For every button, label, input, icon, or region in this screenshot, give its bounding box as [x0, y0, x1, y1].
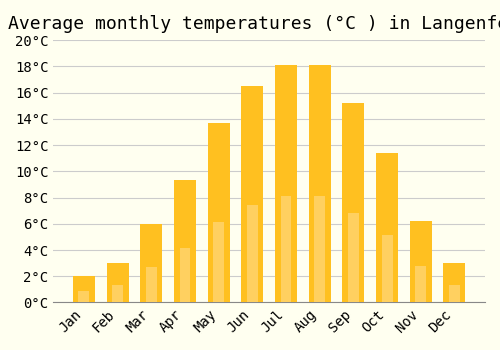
Bar — [376, 153, 398, 302]
Bar — [382, 235, 392, 302]
Bar — [242, 86, 264, 302]
Bar — [247, 205, 258, 302]
Bar — [410, 221, 432, 302]
Bar — [73, 276, 95, 302]
Title: Average monthly temperatures (°C ) in Langenfeld: Average monthly temperatures (°C ) in La… — [8, 15, 500, 33]
Bar — [444, 263, 466, 302]
Bar — [213, 222, 224, 302]
Bar — [449, 285, 460, 302]
Bar — [416, 266, 426, 302]
Bar — [106, 263, 128, 302]
Bar — [112, 285, 123, 302]
Bar — [309, 65, 330, 302]
Bar — [348, 213, 359, 302]
Bar — [275, 65, 297, 302]
Bar — [78, 290, 90, 302]
Bar — [314, 196, 325, 302]
Bar — [146, 267, 157, 302]
Bar — [342, 103, 364, 302]
Bar — [208, 123, 230, 302]
Bar — [180, 247, 190, 302]
Bar — [280, 196, 291, 302]
Bar — [174, 181, 196, 302]
Bar — [140, 224, 162, 302]
